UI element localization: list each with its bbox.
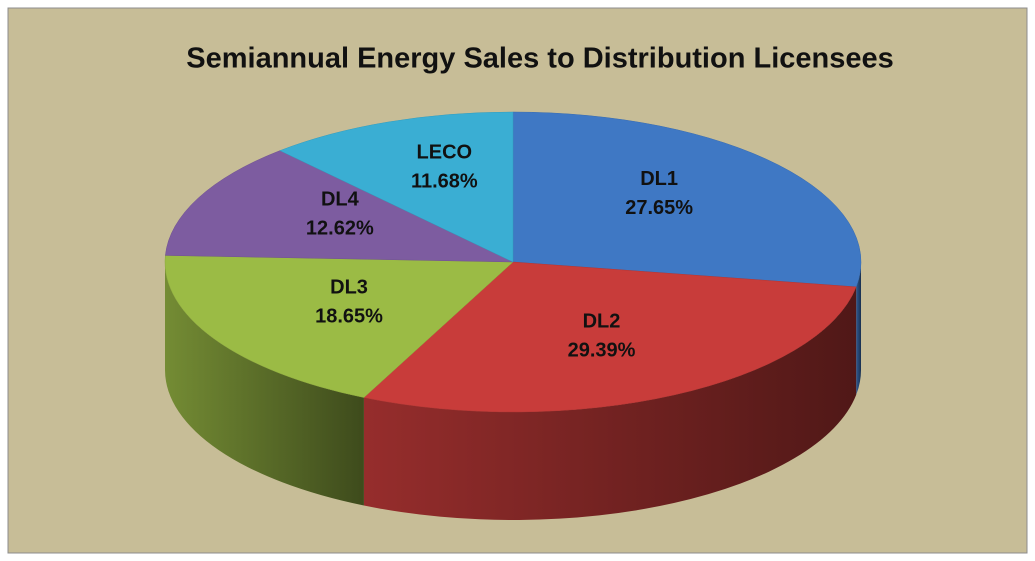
slice-value-label: 27.65% [625,197,693,219]
slice-value-label: 18.65% [315,305,383,327]
slice-top [165,150,514,263]
slice-value-label: 29.39% [568,340,636,362]
slice-top [512,111,862,288]
slice-top [279,111,514,263]
chart-title: Semiannual Energy Sales to Distribution … [186,43,893,75]
slice-category-label: DL1 [640,168,678,190]
slice-top [164,255,514,398]
pie-slice [164,255,514,506]
slice-value-label: 11.68% [411,170,478,192]
slice-category-label: DL2 [583,311,621,333]
slice-top [363,261,857,413]
slice-side [165,262,364,506]
slice-value-label: 12.62% [306,218,374,240]
slice-category-label: DL3 [330,276,368,298]
pie-slice [165,150,514,263]
pie-slice [363,261,857,520]
pie-slice [512,111,862,395]
slice-category-label: DL4 [321,189,360,211]
slice-side [856,262,861,395]
pie-slice [279,111,514,263]
slice-category-label: LECO [417,141,473,163]
slice-side [363,286,857,520]
